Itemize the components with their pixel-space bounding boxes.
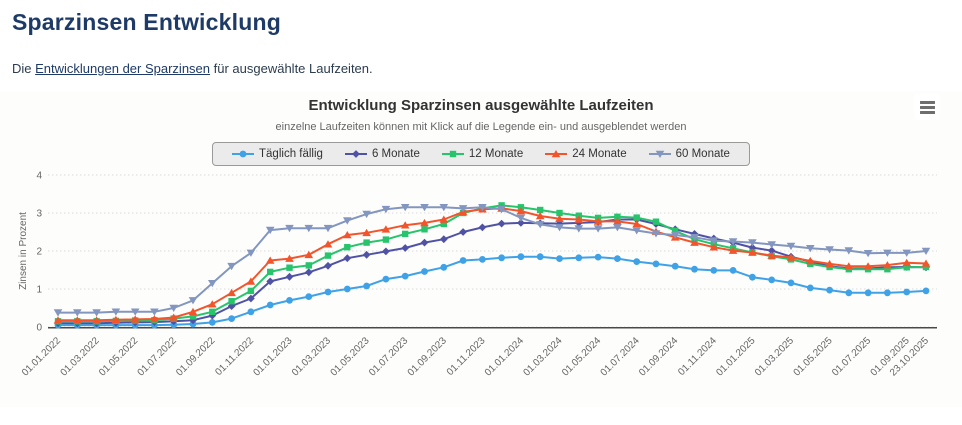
chart-subtitle: einzelne Laufzeiten können mit Klick auf… — [275, 121, 687, 133]
legend-item-6-monate[interactable]: 6 Monate — [334, 148, 431, 160]
svg-text:01.11.2023: 01.11.2023 — [445, 335, 488, 378]
svg-text:01.07.2025: 01.07.2025 — [830, 335, 873, 378]
svg-text:01.11.2022: 01.11.2022 — [213, 335, 256, 378]
chart-context-menu-button[interactable] — [914, 94, 940, 120]
svg-text:01.11.2024: 01.11.2024 — [676, 335, 719, 378]
legend-marker-triangle-down-icon — [648, 150, 671, 158]
legend-label: 60 Monate — [675, 148, 730, 160]
svg-text:01.07.2022: 01.07.2022 — [136, 335, 179, 378]
svg-text:0: 0 — [36, 323, 42, 334]
legend-label: 6 Monate — [371, 148, 420, 160]
legend-label: 12 Monate — [468, 148, 524, 160]
chart-title: Entwicklung Sparzinsen ausgewählte Laufz… — [308, 97, 654, 114]
page-title: Sparzinsen Entwicklung — [12, 9, 281, 35]
legend-marker-square-icon — [441, 150, 464, 158]
chart-card: Entwicklung Sparzinsen ausgewählte Laufz… — [0, 91, 962, 407]
svg-text:01.03.2025: 01.03.2025 — [753, 335, 796, 378]
sparzinsen-entwicklung-link[interactable]: Entwicklungen der Sparzinsen — [35, 61, 211, 76]
svg-text:01.07.2024: 01.07.2024 — [599, 335, 642, 378]
intro-text: Die Entwicklungen der Sparzinsen für aus… — [12, 61, 962, 76]
svg-text:01.03.2024: 01.03.2024 — [521, 335, 564, 378]
svg-text:01.01.2023: 01.01.2023 — [251, 335, 294, 378]
legend-item-60-monate[interactable]: 60 Monate — [638, 148, 741, 160]
svg-text:2: 2 — [36, 247, 42, 258]
svg-text:01.05.2023: 01.05.2023 — [329, 335, 372, 378]
legend: Täglich fällig 6 Monate 12 Monate 24 Monate… — [212, 142, 750, 166]
legend-marker-diamond-icon — [344, 150, 367, 158]
legend-marker-circle-icon — [232, 150, 255, 158]
legend-label: Täglich fällig — [259, 148, 323, 160]
svg-text:01.05.2025: 01.05.2025 — [792, 335, 835, 378]
svg-text:01.01.2024: 01.01.2024 — [483, 335, 526, 378]
legend-item-taeglich-faellig[interactable]: Täglich fällig — [221, 148, 334, 160]
hamburger-icon — [919, 100, 935, 114]
svg-text:01.09.2022: 01.09.2022 — [174, 335, 217, 378]
svg-text:01.05.2022: 01.05.2022 — [97, 335, 140, 378]
svg-text:4: 4 — [36, 171, 42, 182]
svg-text:01.07.2023: 01.07.2023 — [367, 335, 410, 378]
svg-text:3: 3 — [36, 209, 42, 220]
legend-item-12-monate[interactable]: 12 Monate — [431, 148, 534, 160]
legend-label: 24 Monate — [572, 148, 627, 160]
svg-text:Zinsen in Prozent: Zinsen in Prozent — [18, 212, 29, 290]
svg-text:01.09.2024: 01.09.2024 — [637, 335, 680, 378]
legend-marker-triangle-icon — [545, 150, 568, 158]
intro-prefix: Die — [12, 61, 36, 76]
svg-text:01.01.2025: 01.01.2025 — [714, 335, 757, 378]
svg-text:01.03.2022: 01.03.2022 — [59, 335, 102, 378]
svg-text:01.01.2022: 01.01.2022 — [20, 335, 63, 378]
intro-suffix: für ausgewählte Laufzeiten. — [210, 61, 373, 76]
legend-item-24-monate[interactable]: 24 Monate — [534, 148, 637, 160]
legend-row: Täglich fällig 6 Monate 12 Monate 24 Monate… — [0, 142, 962, 166]
svg-text:01.05.2024: 01.05.2024 — [560, 335, 603, 378]
svg-text:1: 1 — [36, 285, 42, 296]
svg-text:01.09.2023: 01.09.2023 — [406, 335, 449, 378]
svg-text:01.03.2023: 01.03.2023 — [290, 335, 333, 378]
